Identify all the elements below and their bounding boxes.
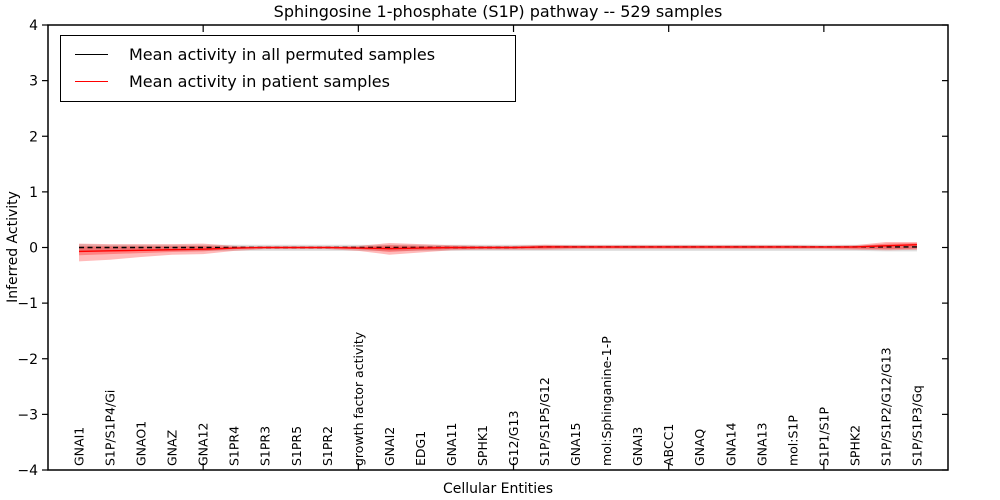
y-tick-label: 0 (29, 241, 38, 257)
legend-line-permuted-icon (75, 54, 108, 55)
x-category-label: S1P/S1P2/G12/G13 (878, 347, 893, 466)
x-category-label: S1P/S1P3/Gq (909, 385, 924, 466)
x-category-label: SPHK2 (847, 425, 862, 466)
y-tick-label: 1 (29, 185, 38, 201)
x-category-label: S1P/S1P4/Gi (103, 390, 118, 466)
x-category-label: S1P/S1P5/G12 (537, 377, 552, 466)
x-category-label: S1PR5 (289, 426, 304, 466)
x-category-label: growth factor activity (351, 331, 366, 466)
x-category-label: GNAI3 (630, 427, 645, 466)
x-category-label: GNAI2 (382, 427, 397, 466)
x-category-label: S1PR4 (227, 426, 242, 466)
legend-line-patient-icon (75, 81, 108, 82)
x-category-label: GNAI1 (72, 427, 87, 466)
x-axis-label: Cellular Entities (442, 481, 554, 497)
x-category-label: GNA14 (723, 422, 738, 466)
x-category-label: S1PR3 (258, 426, 273, 466)
legend-item-permuted: Mean activity in all permuted samples (61, 41, 515, 68)
x-category-label: ABCC1 (661, 424, 676, 466)
x-category-label: mol:S1P (785, 415, 800, 466)
legend: Mean activity in all permuted samples Me… (60, 35, 516, 102)
y-tick-label: 2 (29, 129, 38, 145)
y-tick-label: −4 (17, 463, 38, 479)
y-axis-label: Inferred Activity (5, 191, 21, 303)
x-category-label: GNA15 (568, 423, 583, 467)
x-category-label: S1PR2 (320, 426, 335, 466)
x-category-label: SPHK1 (475, 425, 490, 466)
x-category-label: G12/G13 (506, 411, 521, 466)
y-tick-label: 3 (29, 74, 38, 90)
x-category-label: EDG1 (413, 431, 428, 466)
x-category-label: mol:Sphinganine-1-P (599, 336, 614, 466)
x-category-label: GNAZ (165, 430, 180, 466)
x-category-label: GNA13 (754, 423, 769, 467)
y-tick-label: −1 (17, 296, 38, 312)
x-category-label: GNA11 (444, 423, 459, 467)
y-tick-label: −2 (17, 352, 38, 368)
x-category-label: S1P1/S1P (816, 407, 831, 466)
x-category-label: GNAQ (692, 429, 707, 466)
legend-label-permuted: Mean activity in all permuted samples (129, 45, 436, 64)
chart-title: Sphingosine 1-phosphate (S1P) pathway --… (273, 2, 723, 21)
x-category-label: GNA12 (196, 423, 211, 467)
y-tick-label: −3 (17, 407, 38, 423)
x-category-label: GNAO1 (134, 421, 149, 466)
series-line-1 (79, 244, 917, 253)
legend-label-patient: Mean activity in patient samples (129, 72, 390, 91)
legend-item-patient: Mean activity in patient samples (61, 68, 515, 95)
y-tick-label: 4 (29, 18, 38, 34)
